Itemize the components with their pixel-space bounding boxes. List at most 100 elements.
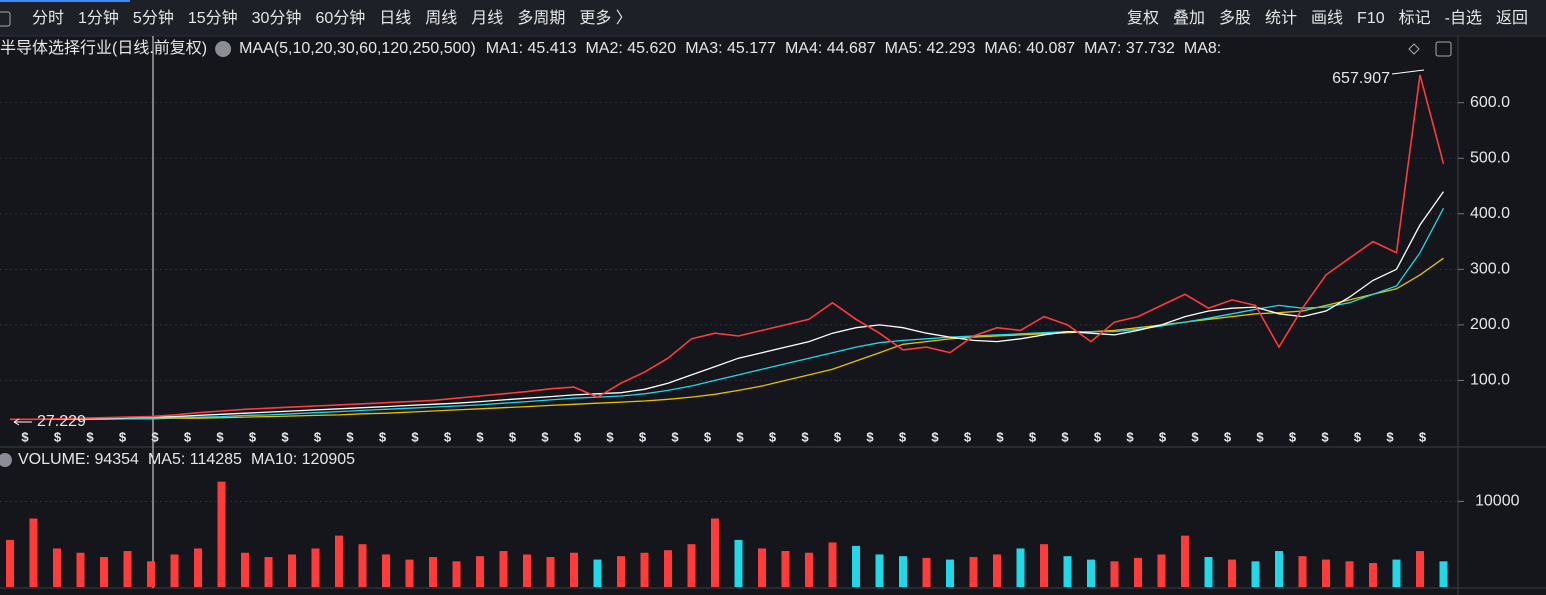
volume-bar xyxy=(1392,559,1401,587)
volume-bar xyxy=(852,545,860,587)
toolbar-button[interactable]: F10 xyxy=(1357,10,1385,27)
volume-bar xyxy=(969,557,978,587)
volume-bar xyxy=(1251,561,1260,587)
dividend-marker: $ xyxy=(1061,429,1069,444)
y-tick-label: 10000 xyxy=(1475,493,1520,510)
volume-bar xyxy=(1181,535,1189,587)
price-line xyxy=(10,74,1445,421)
toolbar-tab[interactable]: 30分钟 xyxy=(252,9,302,27)
toolbar-tab[interactable]: 15分钟 xyxy=(188,9,238,27)
volume-legend: MA10: 120905 xyxy=(251,451,355,468)
volume-bar xyxy=(452,561,461,587)
high-annotation: 657.907 xyxy=(1332,70,1390,87)
dividend-marker: $ xyxy=(574,429,582,444)
volume-bar xyxy=(311,548,320,587)
y-tick-label: 100.0 xyxy=(1470,372,1510,389)
ma-label: MA7: 37.732 xyxy=(1084,40,1175,57)
y-tick-label: 300.0 xyxy=(1470,261,1510,278)
volume-bar xyxy=(429,557,437,587)
volume-bar xyxy=(1345,561,1354,587)
dividend-marker: $ xyxy=(444,429,452,444)
dividend-marker: $ xyxy=(866,429,874,444)
panel-icon xyxy=(1408,43,1420,55)
toolbar-button[interactable]: -自选 xyxy=(1445,9,1482,27)
indicator-name: MAA(5,10,20,30,60,120,250,500) xyxy=(239,40,476,57)
dividend-marker: $ xyxy=(1289,429,1297,444)
dividend-marker: $ xyxy=(801,429,809,444)
volume-bar xyxy=(100,557,108,587)
dividend-marker: $ xyxy=(931,429,939,444)
volume-bar xyxy=(1157,554,1166,587)
volume-bar xyxy=(6,539,14,587)
dividend-marker: $ xyxy=(281,429,289,444)
dividend-marker: $ xyxy=(736,429,744,444)
y-tick-label: 500.0 xyxy=(1470,149,1510,166)
dividend-marker: $ xyxy=(216,429,224,444)
toolbar-button[interactable]: 复权 xyxy=(1127,9,1159,27)
settings-icon[interactable] xyxy=(215,41,232,57)
ma-label: MA4: 44.687 xyxy=(785,40,876,57)
volume-legend: MA5: 114285 xyxy=(148,451,242,468)
volume-bar xyxy=(899,556,907,587)
dividend-marker: $ xyxy=(1126,429,1134,444)
dividend-marker: $ xyxy=(54,429,62,444)
dividend-marker: $ xyxy=(184,429,192,444)
settings-icon[interactable] xyxy=(0,453,12,467)
toolbar-bg xyxy=(0,0,1546,36)
toolbar-tab[interactable]: 分时 xyxy=(32,9,64,27)
toolbar-tab[interactable]: 5分钟 xyxy=(133,9,174,27)
toolbar-button[interactable]: 多股 xyxy=(1219,9,1251,27)
volume-bar xyxy=(1298,556,1307,587)
panel-icon xyxy=(1435,41,1452,57)
dividend-marker: $ xyxy=(964,429,972,444)
toolbar-button[interactable]: 返回 xyxy=(1496,9,1528,27)
volume-bar xyxy=(593,559,602,587)
volume-bar xyxy=(53,548,61,587)
dividend-marker: $ xyxy=(346,429,354,444)
volume-bar xyxy=(76,552,85,587)
dividend-marker: $ xyxy=(1224,429,1232,444)
dividend-marker: $ xyxy=(411,429,419,444)
toolbar-button[interactable]: 标记 xyxy=(1399,9,1431,27)
dividend-marker: $ xyxy=(541,429,549,444)
volume-bar xyxy=(194,548,202,587)
dividend-marker: $ xyxy=(671,429,679,444)
toolbar-button[interactable]: 统计 xyxy=(1265,9,1297,27)
toolbar-tab[interactable]: 多周期 xyxy=(517,9,565,27)
toolbar-button[interactable]: 叠加 xyxy=(1173,9,1205,27)
volume-bar xyxy=(1063,556,1072,587)
volume-bar xyxy=(288,554,296,587)
toolbar-tab[interactable]: 日线 xyxy=(379,9,411,27)
y-tick-label: 200.0 xyxy=(1470,316,1510,333)
toolbar-tab[interactable]: 60分钟 xyxy=(315,9,365,27)
volume-bar xyxy=(828,542,837,587)
volume-bar xyxy=(382,554,390,587)
volume-bar xyxy=(523,554,531,587)
volume-bar xyxy=(241,552,249,587)
toolbar-tab[interactable]: 周线 xyxy=(425,9,457,27)
volume-bar xyxy=(805,552,813,587)
volume-bar xyxy=(29,518,38,587)
volume-bar xyxy=(546,557,555,587)
dividend-marker: $ xyxy=(249,429,257,444)
volume-bar xyxy=(1087,559,1095,587)
toolbar-button[interactable]: 画线 xyxy=(1311,9,1343,27)
volume-bar xyxy=(781,551,790,587)
toolbar-tab[interactable]: 更多 〉 xyxy=(579,9,631,27)
low-annotation: 27.229 xyxy=(37,413,86,430)
dividend-marker: $ xyxy=(639,429,647,444)
toolbar-icon xyxy=(0,11,11,27)
volume-bar xyxy=(922,557,931,587)
toolbar-tab[interactable]: 月线 xyxy=(471,9,503,27)
volume-bar xyxy=(264,557,273,587)
toolbar-tab[interactable]: 1分钟 xyxy=(78,9,119,27)
dividend-marker: $ xyxy=(704,429,712,444)
price-line xyxy=(10,207,1445,420)
dividend-marker: $ xyxy=(1354,429,1362,444)
volume-bar xyxy=(1016,548,1025,587)
volume-bar xyxy=(1416,551,1424,587)
dividend-marker: $ xyxy=(1419,429,1427,444)
volume-bar xyxy=(1369,563,1377,587)
annotation-arrow xyxy=(1391,69,1425,75)
